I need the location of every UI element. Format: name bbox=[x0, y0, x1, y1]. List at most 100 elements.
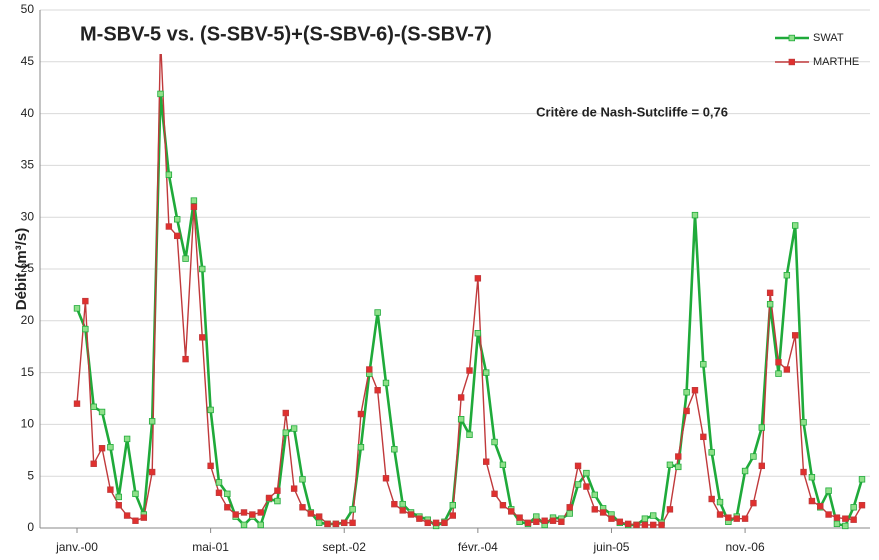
data-point bbox=[466, 431, 473, 438]
data-point bbox=[299, 476, 306, 483]
data-point bbox=[708, 495, 715, 503]
data-point bbox=[775, 370, 782, 377]
data-point bbox=[833, 514, 841, 521]
x-tick-label: nov.-06 bbox=[726, 540, 765, 554]
data-point bbox=[750, 453, 757, 460]
data-point bbox=[608, 515, 615, 522]
data-point bbox=[741, 467, 749, 475]
data-point bbox=[416, 515, 423, 522]
data-point bbox=[382, 379, 390, 387]
data-point bbox=[115, 493, 122, 501]
data-point bbox=[741, 515, 749, 522]
data-point bbox=[725, 514, 732, 521]
data-point bbox=[341, 519, 348, 527]
data-point bbox=[98, 445, 106, 452]
data-point bbox=[574, 481, 582, 488]
data-point bbox=[132, 517, 139, 524]
data-point bbox=[591, 491, 598, 499]
data-point bbox=[533, 513, 540, 520]
x-tick-label: juin-05 bbox=[592, 540, 629, 554]
data-point bbox=[675, 463, 682, 471]
data-point bbox=[315, 513, 323, 520]
y-tick-label: 45 bbox=[21, 54, 35, 68]
marks-layer bbox=[73, 34, 866, 530]
data-point bbox=[148, 468, 156, 476]
x-tick-label: févr.-04 bbox=[458, 540, 498, 554]
y-tick-label: 50 bbox=[21, 2, 35, 16]
data-point bbox=[524, 519, 532, 527]
data-point bbox=[207, 406, 214, 414]
data-point bbox=[491, 438, 498, 446]
y-tick-label: 30 bbox=[21, 209, 35, 223]
legend-marker bbox=[788, 58, 795, 66]
y-axis-label: Débit (m³/s) bbox=[13, 228, 30, 311]
data-point bbox=[783, 272, 791, 279]
data-point bbox=[299, 504, 306, 511]
data-point bbox=[157, 90, 164, 98]
data-point bbox=[399, 507, 406, 514]
data-point bbox=[700, 361, 707, 368]
data-point bbox=[382, 475, 390, 482]
legend-marker bbox=[788, 34, 795, 42]
data-point bbox=[199, 334, 206, 341]
data-point bbox=[249, 511, 256, 518]
chart-title: M-SBV-5 vs. (S-SBV-5)+(S-SBV-6)-(S-SBV-7… bbox=[80, 23, 492, 45]
data-point bbox=[499, 502, 507, 509]
data-point bbox=[282, 429, 289, 436]
data-point bbox=[516, 514, 523, 521]
data-point bbox=[791, 222, 799, 229]
data-point bbox=[374, 387, 381, 394]
data-point bbox=[533, 518, 540, 525]
legend-label: SWAT bbox=[813, 32, 844, 44]
data-point bbox=[791, 332, 799, 339]
data-point bbox=[716, 498, 724, 506]
data-point bbox=[541, 517, 548, 524]
data-point bbox=[449, 512, 456, 519]
data-point bbox=[558, 518, 565, 525]
data-point bbox=[240, 509, 248, 516]
data-point bbox=[257, 521, 264, 529]
data-point bbox=[549, 517, 557, 524]
data-point bbox=[182, 355, 189, 363]
data-point bbox=[850, 516, 857, 523]
data-point bbox=[449, 502, 456, 509]
data-point bbox=[800, 419, 807, 426]
data-point bbox=[332, 520, 340, 528]
x-tick-label: mai-01 bbox=[192, 540, 229, 554]
data-point bbox=[666, 506, 674, 513]
data-point bbox=[240, 521, 248, 529]
data-point bbox=[90, 403, 97, 410]
data-point bbox=[90, 460, 97, 467]
y-tick-label: 20 bbox=[21, 313, 35, 327]
data-point bbox=[123, 435, 131, 443]
data-point bbox=[691, 211, 699, 219]
data-point bbox=[850, 504, 857, 511]
data-point bbox=[775, 359, 782, 366]
data-point bbox=[307, 510, 315, 517]
data-point bbox=[282, 409, 289, 417]
data-point bbox=[616, 518, 624, 525]
data-point bbox=[833, 520, 841, 528]
data-point bbox=[199, 265, 206, 273]
data-point bbox=[391, 446, 398, 453]
data-point bbox=[123, 512, 131, 519]
data-point bbox=[374, 309, 381, 316]
data-point bbox=[315, 519, 323, 527]
data-point bbox=[716, 511, 724, 518]
data-point bbox=[842, 522, 849, 530]
data-point bbox=[232, 511, 239, 518]
data-point bbox=[641, 515, 649, 522]
data-point bbox=[825, 511, 832, 518]
data-point bbox=[483, 369, 490, 376]
data-point bbox=[174, 232, 181, 240]
data-point bbox=[700, 433, 707, 441]
data-point bbox=[215, 479, 223, 486]
data-point bbox=[349, 506, 356, 513]
data-point bbox=[750, 499, 757, 507]
data-point bbox=[466, 367, 473, 374]
y-tick-label: 40 bbox=[21, 106, 35, 120]
data-point bbox=[207, 462, 214, 470]
data-point bbox=[73, 400, 81, 407]
